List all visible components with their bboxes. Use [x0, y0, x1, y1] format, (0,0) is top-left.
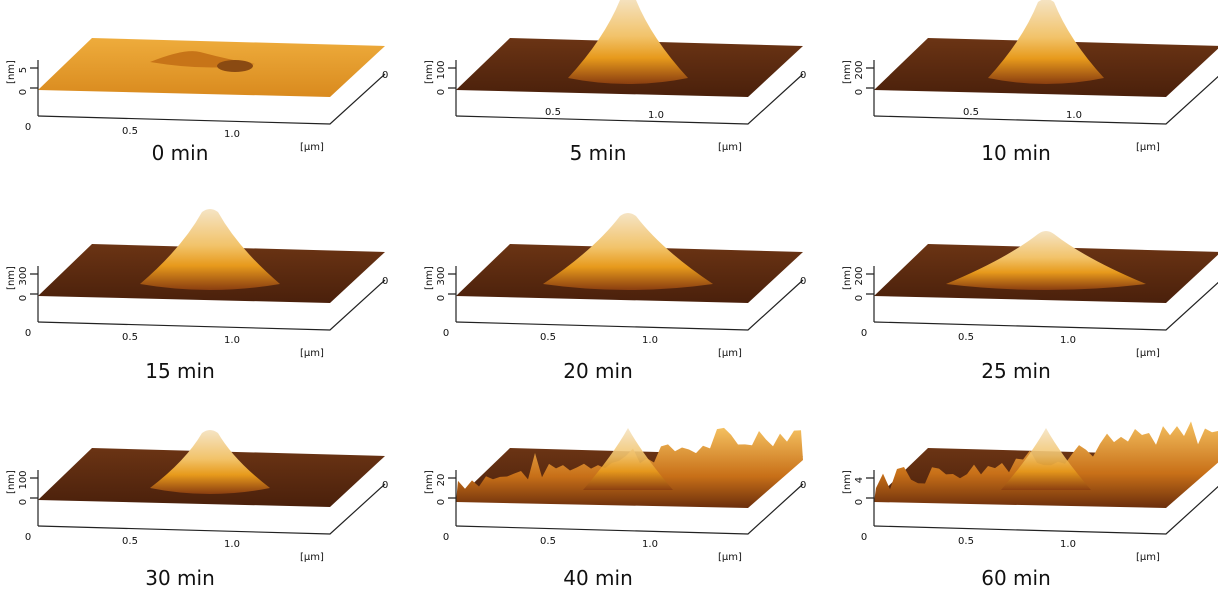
z-axis-label: [nm] — [842, 266, 853, 290]
x-tick-label: 0 — [25, 328, 31, 339]
z-axis-label: [nm] — [424, 60, 435, 84]
z-tick-label: 0 — [436, 89, 447, 95]
afm-panel: [nm]0400.51.0[µm]060 min — [842, 421, 1218, 590]
z-axis-label: [nm] — [424, 266, 435, 290]
y-tick-label: 0 — [382, 276, 388, 287]
z-axis — [866, 266, 874, 322]
z-axis-label: [nm] — [6, 60, 17, 84]
x-unit: [µm] — [300, 552, 324, 563]
x-tick-label: 1.0 — [648, 110, 664, 121]
z-tick-label: 0 — [854, 295, 865, 301]
z-tick-label: 20 — [436, 474, 447, 487]
z-tick-label: 0 — [18, 499, 29, 505]
x-unit: [µm] — [300, 348, 324, 359]
z-axis — [866, 470, 874, 526]
x-tick-label: 0 — [443, 328, 449, 339]
z-tick-label: 5 — [18, 67, 29, 73]
z-tick-label: 100 — [436, 60, 447, 79]
z-tick-label: 0 — [854, 89, 865, 95]
z-tick-label: 300 — [18, 266, 29, 285]
x-tick-label: 1.0 — [1060, 335, 1076, 346]
x-unit: [µm] — [718, 552, 742, 563]
panel-caption: 40 min — [563, 566, 633, 590]
panel-caption: 25 min — [981, 359, 1051, 383]
x-tick-label: 1.0 — [1066, 110, 1082, 121]
z-tick-label: 200 — [854, 266, 865, 285]
y-tick-label: 0 — [382, 480, 388, 491]
x-tick-label: 1.0 — [224, 335, 240, 346]
x-tick-label: 1.0 — [1060, 539, 1076, 550]
z-axis-label: [nm] — [424, 470, 435, 494]
y-tick-label: 0 — [800, 276, 806, 287]
x-tick-label: 0.5 — [122, 536, 138, 547]
x-tick-label: 0 — [25, 532, 31, 543]
x-tick-label: 0 — [861, 532, 867, 543]
x-tick-label: 0.5 — [122, 126, 138, 137]
panel-caption: 15 min — [145, 359, 215, 383]
x-unit: [µm] — [718, 348, 742, 359]
x-tick-label: 0.5 — [963, 107, 979, 118]
z-axis-label: [nm] — [6, 266, 17, 290]
z-axis — [448, 470, 456, 526]
y-tick-label: 0 — [800, 480, 806, 491]
x-tick-label: 0 — [25, 122, 31, 133]
z-axis — [30, 470, 38, 526]
z-tick-label: 300 — [436, 266, 447, 285]
panel-caption: 5 min — [570, 141, 627, 165]
x-tick-label: 1.0 — [224, 539, 240, 550]
z-tick-label: 0 — [436, 295, 447, 301]
z-axis-label: [nm] — [6, 470, 17, 494]
x-tick-label: 1.0 — [642, 335, 658, 346]
x-tick-label: 0.5 — [958, 332, 974, 343]
surface-pit — [217, 60, 253, 72]
x-unit: [µm] — [300, 142, 324, 153]
z-axis-label: [nm] — [842, 470, 853, 494]
z-tick-label: 200 — [854, 60, 865, 79]
x-tick-label: 0.5 — [540, 536, 556, 547]
x-tick-label: 0.5 — [540, 332, 556, 343]
z-axis — [30, 60, 38, 116]
z-axis — [866, 60, 874, 116]
y-tick-label: 0 — [800, 70, 806, 81]
panel-caption: 10 min — [981, 141, 1051, 165]
x-unit: [µm] — [1136, 142, 1160, 153]
x-tick-label: 0 — [861, 328, 867, 339]
z-tick-label: 100 — [18, 470, 29, 489]
x-unit: [µm] — [1136, 348, 1160, 359]
z-tick-label: 0 — [854, 499, 865, 505]
z-axis — [448, 60, 456, 116]
x-tick-label: 0.5 — [958, 536, 974, 547]
x-unit: [µm] — [718, 142, 742, 153]
x-tick-label: 1.0 — [224, 129, 240, 140]
figure: [nm]0500.51.0[µm]00 min[nm]01000.51.0[µm… — [0, 0, 1218, 597]
z-axis-label: [nm] — [842, 60, 853, 84]
y-tick-label: 0 — [382, 70, 388, 81]
panel-caption: 20 min — [563, 359, 633, 383]
x-tick-label: 0 — [443, 532, 449, 543]
z-tick-label: 0 — [436, 499, 447, 505]
z-tick-label: 4 — [854, 477, 865, 483]
z-axis — [30, 266, 38, 322]
x-tick-label: 0.5 — [122, 332, 138, 343]
x-tick-label: 1.0 — [642, 539, 658, 550]
z-axis — [448, 266, 456, 322]
x-unit: [µm] — [1136, 552, 1160, 563]
panel-caption: 30 min — [145, 566, 215, 590]
x-tick-label: 0.5 — [545, 107, 561, 118]
panel-caption: 0 min — [152, 141, 209, 165]
z-tick-label: 0 — [18, 295, 29, 301]
panel-caption: 60 min — [981, 566, 1051, 590]
z-tick-label: 0 — [18, 89, 29, 95]
